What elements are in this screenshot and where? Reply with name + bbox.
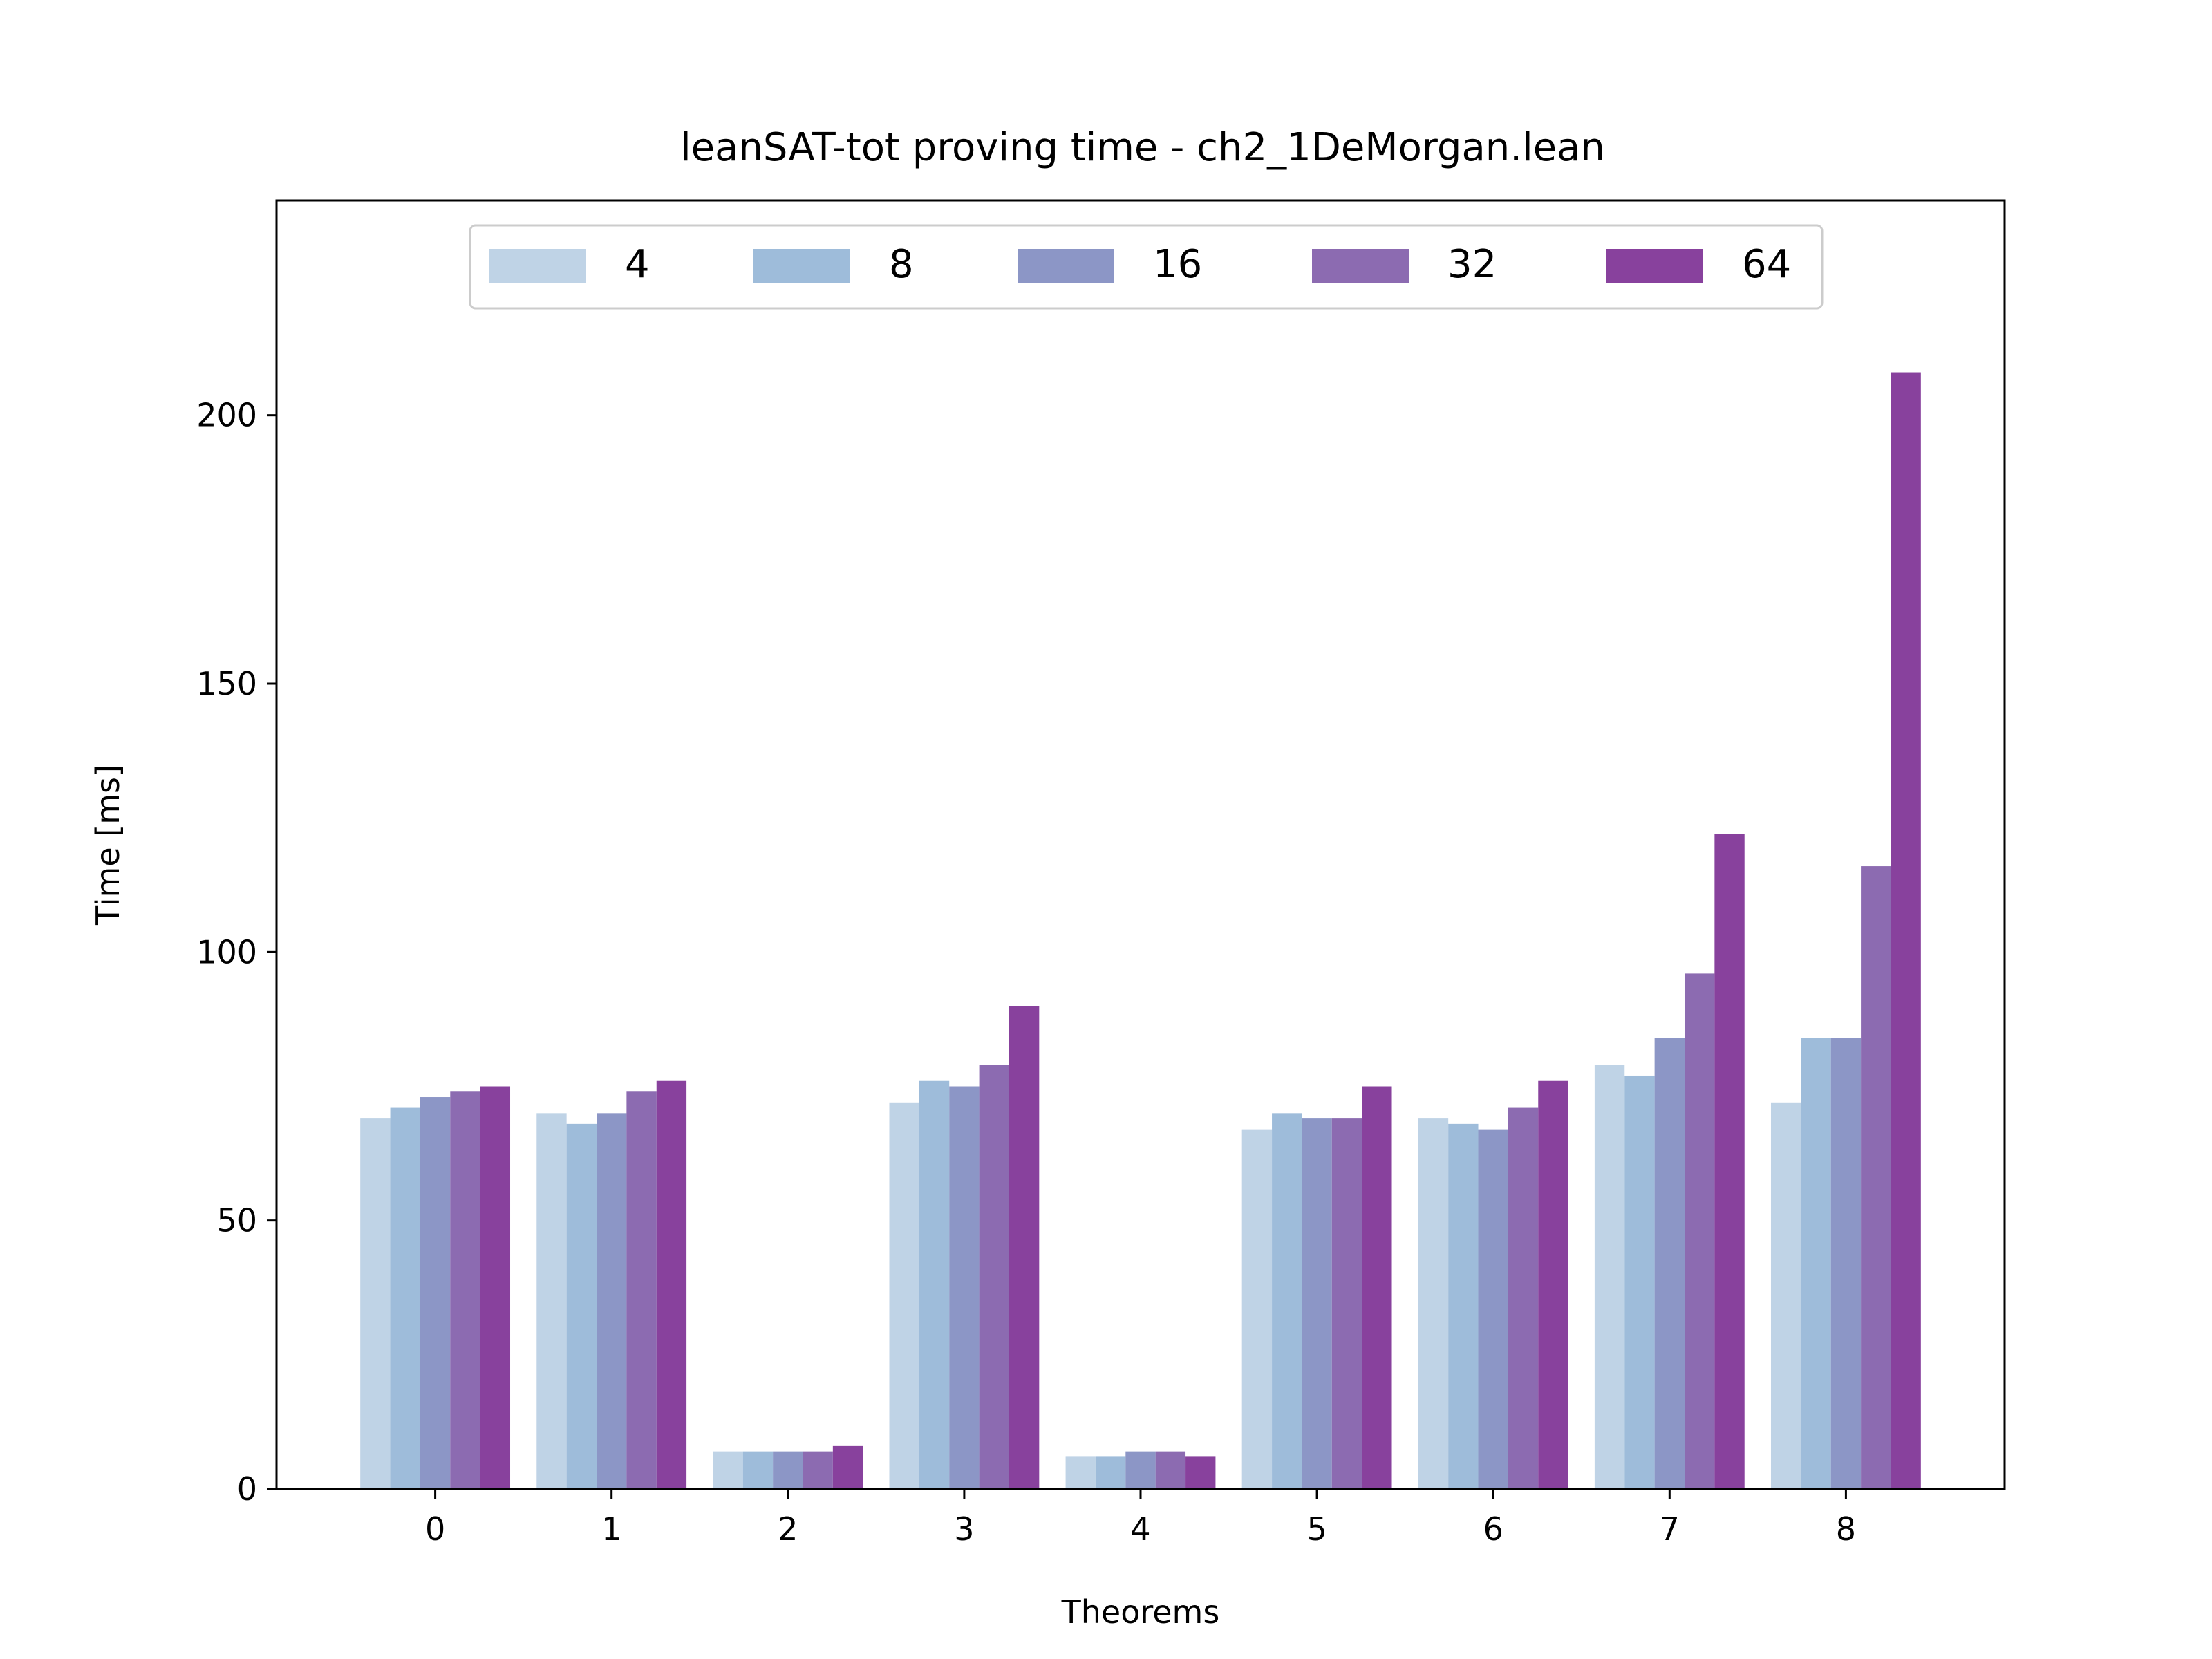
bar-series-64-theorem-0 [480, 1086, 511, 1489]
bar-series-4-theorem-5 [1241, 1129, 1273, 1489]
legend-label-8: 8 [889, 242, 914, 287]
bars-layer [360, 372, 1921, 1489]
bar-series-4-theorem-1 [536, 1113, 567, 1489]
bar-series-32-theorem-0 [450, 1091, 480, 1489]
x-tick-label: 5 [1306, 1510, 1327, 1548]
bar-series-16-theorem-8 [1830, 1038, 1862, 1489]
x-tick-label: 0 [425, 1510, 445, 1548]
bar-series-64-theorem-1 [656, 1080, 687, 1489]
bar-series-32-theorem-2 [803, 1451, 833, 1489]
bar-series-8-theorem-4 [1095, 1456, 1126, 1489]
bar-series-8-theorem-1 [566, 1123, 597, 1489]
x-tick-label: 8 [1836, 1510, 1856, 1548]
legend-label-32: 32 [1447, 242, 1497, 287]
x-axis: 0 1 2 3 4 5 6 7 8 [425, 1489, 1856, 1548]
bar-series-4-theorem-8 [1770, 1102, 1801, 1489]
bar-series-32-theorem-3 [979, 1065, 1009, 1489]
y-tick-label: 150 [196, 665, 257, 702]
x-tick-label: 3 [954, 1510, 974, 1548]
bar-series-4-theorem-3 [889, 1102, 919, 1489]
bar-series-64-theorem-8 [1891, 372, 1921, 1489]
bar-series-64-theorem-4 [1185, 1456, 1216, 1489]
bar-series-16-theorem-1 [597, 1113, 627, 1489]
bar-series-4-theorem-7 [1594, 1065, 1625, 1489]
x-tick-label: 1 [601, 1510, 621, 1548]
bar-series-8-theorem-7 [1624, 1075, 1655, 1489]
y-axis: 0 50 100 150 200 [196, 397, 276, 1508]
bar-series-4-theorem-4 [1065, 1456, 1096, 1489]
x-tick-label: 6 [1483, 1510, 1503, 1548]
bar-series-64-theorem-5 [1362, 1086, 1392, 1489]
bar-series-64-theorem-6 [1538, 1080, 1568, 1489]
bar-series-4-theorem-6 [1418, 1118, 1449, 1489]
x-tick-label: 4 [1130, 1510, 1150, 1548]
bar-series-32-theorem-7 [1684, 973, 1715, 1489]
bar-series-8-theorem-3 [919, 1080, 950, 1489]
bar-series-64-theorem-7 [1714, 834, 1745, 1489]
legend-label-64: 64 [1742, 242, 1791, 287]
y-tick-label: 200 [196, 397, 257, 434]
x-axis-label: Theorems [1061, 1593, 1220, 1631]
bar-series-16-theorem-4 [1125, 1451, 1156, 1489]
legend-swatch-32 [1312, 249, 1409, 283]
legend-swatch-64 [1606, 249, 1703, 283]
y-tick-label: 50 [216, 1202, 257, 1239]
bar-series-8-theorem-0 [390, 1107, 420, 1489]
bar-series-4-theorem-0 [360, 1118, 391, 1489]
bar-series-32-theorem-5 [1331, 1118, 1362, 1489]
bar-series-16-theorem-5 [1302, 1118, 1332, 1489]
legend-swatch-4 [489, 249, 586, 283]
legend-label-4: 4 [625, 242, 650, 287]
bar-series-64-theorem-3 [1009, 1006, 1040, 1489]
y-axis-label: Time [ms] [89, 765, 126, 926]
legend-swatch-8 [753, 249, 850, 283]
legend-label-16: 16 [1153, 242, 1202, 287]
bar-series-16-theorem-2 [773, 1451, 803, 1489]
y-tick-label: 0 [237, 1470, 257, 1508]
bar-series-16-theorem-3 [949, 1086, 980, 1489]
bar-series-16-theorem-0 [420, 1097, 451, 1489]
x-tick-label: 7 [1660, 1510, 1680, 1548]
bar-series-8-theorem-8 [1801, 1038, 1831, 1489]
x-tick-label: 2 [778, 1510, 798, 1548]
bar-series-32-theorem-6 [1508, 1107, 1539, 1489]
y-tick-label: 100 [196, 933, 257, 971]
legend-box [469, 224, 1824, 310]
bar-series-8-theorem-2 [742, 1451, 774, 1489]
bar-series-64-theorem-2 [832, 1445, 863, 1489]
bar-series-16-theorem-6 [1478, 1129, 1508, 1489]
bar-series-8-theorem-5 [1272, 1113, 1302, 1489]
bar-series-32-theorem-4 [1155, 1451, 1186, 1489]
legend: 4 8 16 32 64 [469, 224, 1824, 310]
bar-series-32-theorem-8 [1861, 866, 1891, 1489]
bar-series-32-theorem-1 [626, 1091, 657, 1489]
bar-series-8-theorem-6 [1448, 1123, 1479, 1489]
legend-swatch-16 [1018, 249, 1114, 283]
chart-title: leanSAT-tot proving time - ch2_1DeMorgan… [680, 125, 1605, 170]
bar-series-4-theorem-2 [713, 1451, 743, 1489]
bar-series-16-theorem-7 [1654, 1038, 1685, 1489]
